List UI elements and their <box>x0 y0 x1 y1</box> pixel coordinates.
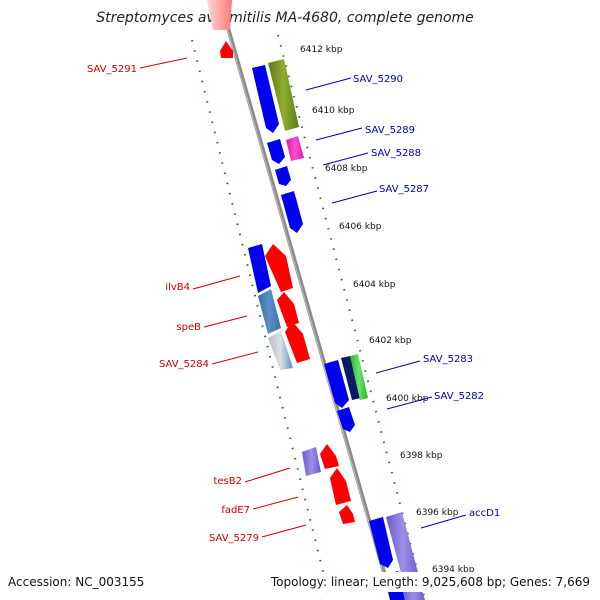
gene-tesb2-bar[interactable] <box>302 447 321 476</box>
gene-label-tesb2[interactable]: tesB2 <box>213 476 242 487</box>
position-tick: 6408 kbp <box>325 164 368 174</box>
genome-backbone-highlight <box>218 0 392 600</box>
gene-sav5288-arrow[interactable] <box>275 166 291 186</box>
gene-accd1-lavender[interactable] <box>386 512 420 584</box>
gene-label-sav5288[interactable]: SAV_5288 <box>371 148 421 159</box>
gene-label-fade7[interactable]: fadE7 <box>221 505 250 516</box>
gene-label-sav5282[interactable]: SAV_5282 <box>434 391 484 402</box>
leader-line <box>331 190 378 204</box>
gene-ilvb4[interactable] <box>265 244 293 292</box>
leader-line <box>261 524 307 538</box>
position-tick: 6412 kbp <box>300 45 343 55</box>
leader-line <box>420 514 467 529</box>
leader-line <box>211 351 259 365</box>
gene-sav5290-olive[interactable] <box>268 59 299 131</box>
gene-sav5289[interactable] <box>267 139 285 164</box>
leader-line <box>315 127 363 141</box>
position-tick: 6410 kbp <box>312 106 355 116</box>
leader-line <box>322 152 369 166</box>
leader-line <box>139 57 188 69</box>
gene-sav5291-top[interactable] <box>207 0 232 30</box>
leader-line <box>305 77 352 91</box>
position-tick: 6400 kbp <box>386 394 429 404</box>
gene-tesb2[interactable] <box>320 444 339 469</box>
leader-line <box>375 360 421 374</box>
position-tick: 6406 kbp <box>339 222 382 232</box>
leader-line <box>386 396 433 410</box>
gene-sav5288[interactable] <box>286 136 304 161</box>
gene-sav5291[interactable] <box>220 41 233 58</box>
gene-label-ilvb4[interactable]: ilvB4 <box>165 282 190 293</box>
position-tick: 6398 kbp <box>400 451 443 461</box>
gene-label-sav5290[interactable]: SAV_5290 <box>353 74 403 85</box>
gene-label-sav5291[interactable]: SAV_5291 <box>87 64 137 75</box>
gene-sav5282[interactable] <box>337 407 355 432</box>
gene-label-sav5289[interactable]: SAV_5289 <box>365 125 415 136</box>
gene-sav5279[interactable] <box>339 505 355 524</box>
leader-line <box>192 275 241 290</box>
leader-line <box>252 496 299 510</box>
gene-sav5284-bar[interactable] <box>268 331 293 370</box>
gene-label-sav5284[interactable]: SAV_5284 <box>159 359 209 370</box>
position-tick: 6396 kbp <box>416 508 459 518</box>
map-title: Streptomyces avermitilis MA-4680, comple… <box>96 10 474 26</box>
gene-fade7[interactable] <box>330 468 351 505</box>
position-tick: 6402 kbp <box>369 336 412 346</box>
position-tick: 6394 kbp <box>432 565 475 575</box>
gene-label-accd1[interactable]: accD1 <box>469 508 500 519</box>
position-tick: 6404 kbp <box>353 280 396 290</box>
footer-right-backdrop <box>268 572 594 592</box>
gene-spe-bar[interactable] <box>258 289 281 334</box>
left-guide-line <box>191 39 331 600</box>
leader-line <box>203 315 248 328</box>
gene-sav5284[interactable] <box>285 321 310 363</box>
genome-summary-text: Topology: linear; Length: 9,025,608 bp; … <box>270 575 590 589</box>
gene-sav5283-green[interactable] <box>350 354 368 400</box>
gene-sav5290[interactable] <box>252 65 279 133</box>
gene-speb[interactable] <box>277 292 299 327</box>
gene-sav5283[interactable] <box>324 360 349 408</box>
gene-sav5283-dark[interactable] <box>341 356 361 400</box>
gene-ilvb4-bar[interactable] <box>248 244 271 293</box>
gene-label-sav5287[interactable]: SAV_5287 <box>379 184 429 195</box>
genome-backbone <box>218 0 394 600</box>
gene-label-sav5279[interactable]: SAV_5279 <box>209 533 259 544</box>
leader-line <box>244 467 291 483</box>
gene-label-sav5283[interactable]: SAV_5283 <box>423 354 473 365</box>
footer-left-backdrop <box>4 572 150 592</box>
gene-accd1[interactable] <box>369 517 393 568</box>
accession-text: Accession: NC_003155 <box>8 575 144 589</box>
gene-sav5287[interactable] <box>281 191 303 233</box>
gene-label-speb[interactable]: speB <box>176 322 201 333</box>
